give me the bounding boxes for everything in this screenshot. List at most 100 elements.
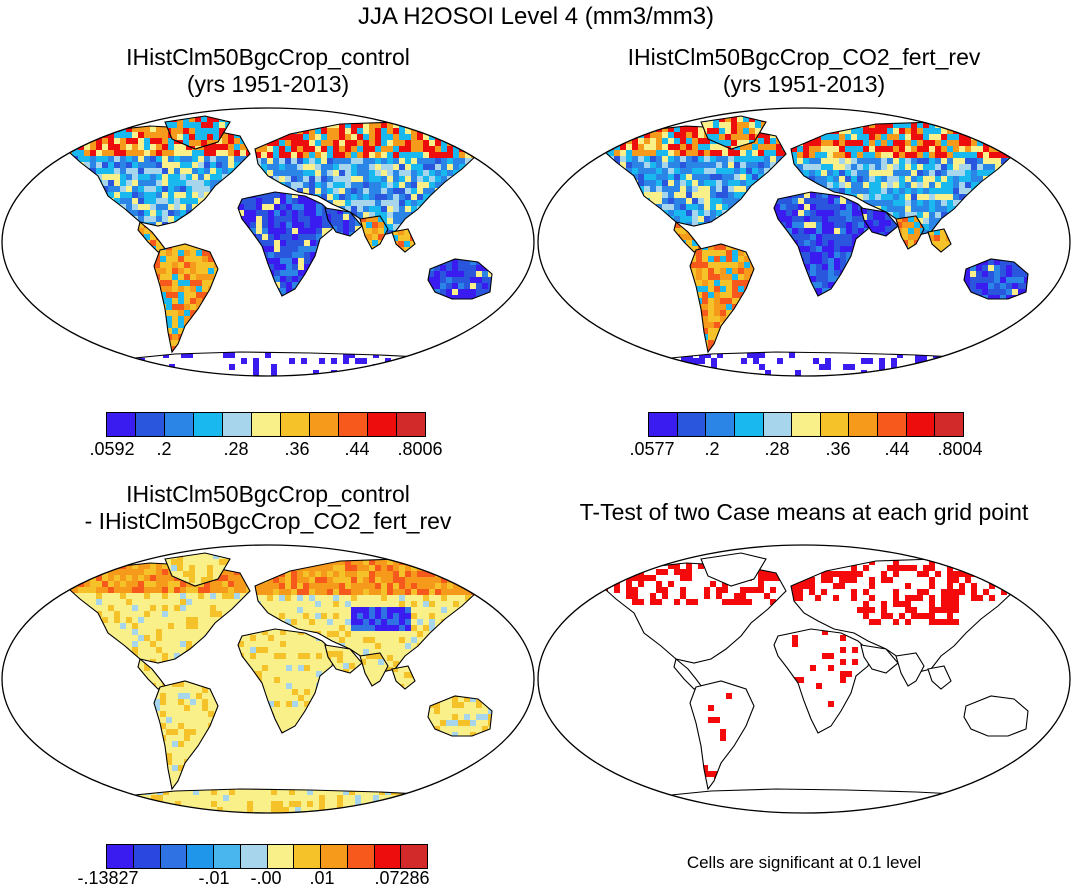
grid-cell: [702, 280, 708, 286]
grid-cell: [114, 575, 120, 581]
grid-cell: [381, 194, 387, 200]
grid-cell: [989, 176, 995, 182]
grid-cell: [465, 158, 471, 164]
grid-cell: [108, 563, 114, 569]
grid-cell: [608, 132, 614, 138]
grid-cell: [465, 218, 471, 224]
grid-cell: [722, 192, 728, 198]
grid-cell: [375, 194, 381, 200]
grid-cell: [309, 122, 315, 128]
grid-cell: [351, 559, 357, 565]
grid-cell: [267, 589, 273, 595]
grid-cell: [345, 565, 351, 571]
grid-cell: [247, 801, 253, 807]
grid-cell: [411, 577, 417, 583]
grid-cell: [828, 294, 834, 296]
grid-cell: [321, 577, 327, 583]
grid-cell: [917, 218, 923, 224]
grid-cell: [250, 647, 256, 653]
grid-cell: [244, 216, 250, 222]
grid-cell: [132, 156, 138, 162]
grid-cell: [905, 595, 911, 601]
grid-cell: [782, 569, 786, 575]
grid-cell: [168, 156, 174, 162]
grid-cell: [857, 188, 863, 194]
grid-cell: [1007, 164, 1013, 170]
grid-cell: [1012, 289, 1018, 295]
grid-cell: [905, 565, 911, 571]
grid-cell: [828, 276, 834, 282]
grid-cell: [864, 294, 870, 296]
grid-cell: [255, 589, 261, 595]
grid-cell: [325, 813, 331, 817]
grid-cell: [441, 559, 447, 565]
grid-cell: [704, 150, 710, 156]
grid-cell: [405, 146, 411, 152]
grid-cell: [674, 222, 680, 228]
grid-cell: [60, 138, 66, 144]
coastline: [895, 652, 925, 687]
grid-cell: [881, 571, 887, 577]
grid-cell: [162, 186, 168, 192]
grid-cell: [959, 158, 965, 164]
grid-cell: [204, 186, 210, 192]
grid-cell: [471, 122, 477, 128]
grid-cell: [632, 563, 638, 569]
grid-cell: [746, 192, 752, 198]
grid-cell: [387, 170, 393, 176]
grid-cell: [144, 665, 150, 671]
grid-cell: [716, 204, 722, 210]
colorbar-swatch: [267, 845, 295, 868]
grid-cell: [656, 132, 662, 138]
grid-cell: [399, 218, 405, 224]
grid-cell: [96, 575, 102, 581]
grid-cell: [792, 210, 798, 216]
grid-cell: [620, 204, 626, 210]
cbar-control-label: .44: [344, 439, 370, 459]
grid-cell: [828, 246, 834, 252]
grid-cell: [929, 212, 935, 218]
grid-cell: [780, 270, 786, 276]
grid-cell: [429, 200, 435, 206]
grid-cell: [417, 583, 423, 589]
grid-cell: [441, 128, 447, 134]
grid-cell: [322, 270, 328, 276]
grid-cell: [327, 164, 333, 170]
grid-cell: [228, 198, 234, 204]
grid-cell: [369, 637, 375, 643]
grid-cell: [447, 559, 453, 565]
grid-cell: [321, 565, 327, 571]
cbar-co2-label: .28: [764, 439, 790, 459]
grid-cell: [908, 216, 914, 222]
grid-cell: [470, 720, 476, 726]
grid-cell: [168, 150, 174, 156]
grid-cell: [704, 192, 710, 198]
grid-cell: [234, 563, 240, 569]
grid-cell: [216, 659, 222, 663]
grid-cell: [696, 316, 702, 322]
grid-cell: [632, 222, 638, 226]
grid-cell: [758, 192, 764, 198]
grid-cell: [846, 204, 852, 210]
grid-cell: [184, 346, 190, 352]
grid-cell: [810, 192, 816, 198]
grid-cell: [465, 140, 471, 146]
land-africa: [774, 629, 871, 733]
grid-cell: [764, 156, 770, 162]
grid-cell: [322, 258, 328, 264]
grid-cell: [132, 581, 138, 587]
grid-cell: [953, 176, 959, 182]
grid-cell: [614, 192, 620, 198]
grid-cell: [334, 695, 335, 701]
grid-cell: [840, 659, 846, 665]
grid-cell: [696, 340, 702, 346]
grid-cell: [759, 364, 765, 370]
grid-cell: [989, 218, 995, 224]
grid-cell: [953, 122, 959, 128]
grid-cell: [947, 140, 953, 146]
grid-cell: [315, 176, 321, 182]
grid-cell: [453, 134, 459, 140]
grid-cell: [198, 156, 204, 162]
grid-cell: [758, 198, 764, 204]
grid-cell: [471, 559, 477, 565]
